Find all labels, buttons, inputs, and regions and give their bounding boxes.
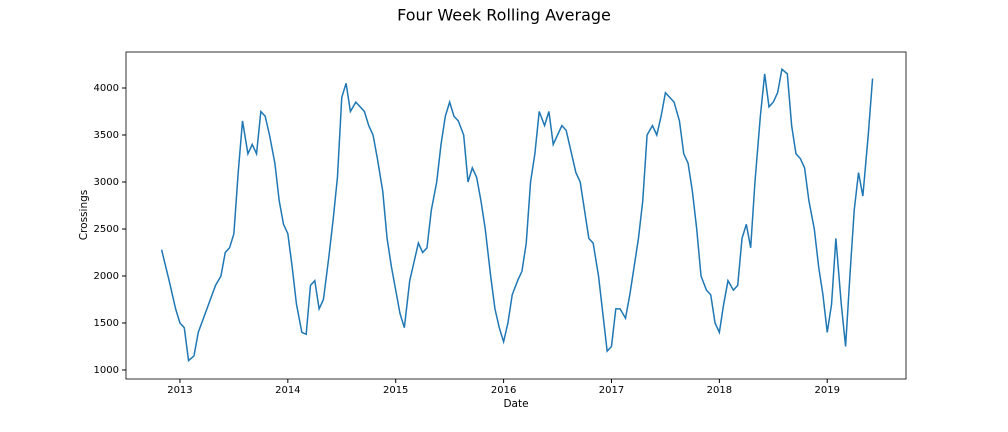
y-tick-label: 1500 xyxy=(94,318,119,329)
x-tick-label: 2013 xyxy=(167,385,192,396)
x-tick-label: 2017 xyxy=(599,385,624,396)
x-axis-label: Date xyxy=(503,398,528,410)
y-tick-label: 2500 xyxy=(94,224,119,235)
x-tick-label: 2018 xyxy=(707,385,732,396)
y-tick-label: 2000 xyxy=(94,271,119,282)
x-tick-label: 2019 xyxy=(815,385,840,396)
chart-title: Four Week Rolling Average xyxy=(397,6,611,25)
y-axis-label: Crossings xyxy=(78,190,90,241)
y-tick-label: 1000 xyxy=(94,365,119,376)
y-tick-label: 3500 xyxy=(94,130,119,141)
x-tick-label: 2016 xyxy=(491,385,516,396)
x-tick-label: 2014 xyxy=(275,385,300,396)
y-tick-label: 4000 xyxy=(94,83,119,94)
y-tick-label: 3000 xyxy=(94,177,119,188)
line-series xyxy=(160,67,874,363)
x-tick-label: 2015 xyxy=(383,385,408,396)
plot-frame xyxy=(125,51,907,380)
